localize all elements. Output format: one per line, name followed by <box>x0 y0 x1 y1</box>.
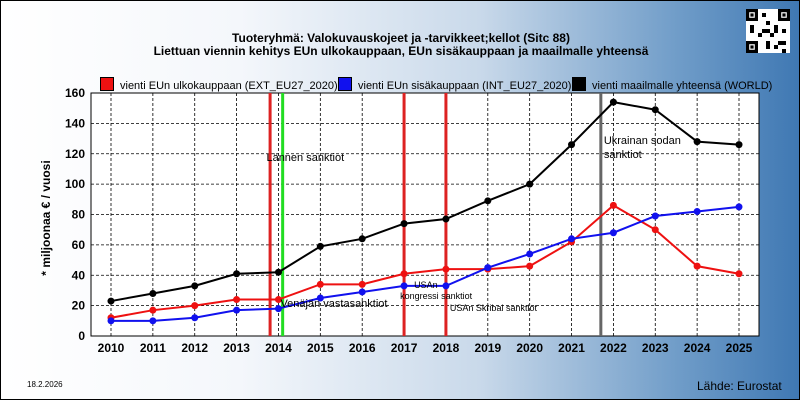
x-tick-label: 2012 <box>181 341 208 355</box>
data-point <box>191 314 199 322</box>
x-tick-label: 2011 <box>140 341 166 355</box>
x-tick-label: 2014 <box>265 341 292 355</box>
data-point <box>107 317 115 325</box>
data-point <box>526 262 534 270</box>
data-point <box>693 207 701 215</box>
data-point <box>274 305 282 313</box>
data-point <box>442 215 450 223</box>
data-point <box>442 265 450 273</box>
data-point <box>400 220 408 228</box>
data-point <box>358 235 366 243</box>
data-point <box>609 229 617 237</box>
x-tick-label: 2021 <box>558 341 585 355</box>
data-point <box>484 264 492 272</box>
legend-swatch-blue <box>338 77 352 91</box>
data-point <box>400 282 408 290</box>
date-stamp: 18.2.2026 <box>27 380 63 389</box>
data-point <box>735 141 743 149</box>
event-label: kongressi sanktiot <box>400 291 473 301</box>
legend-item-ext: vienti EUn ulkokauppaan (EXT_EU27_2020) <box>100 77 338 92</box>
data-point <box>149 306 157 314</box>
x-tick-label: 2025 <box>726 341 753 355</box>
event-label: Lännen sanktiot <box>266 152 344 164</box>
y-tick-label: 20 <box>72 299 86 313</box>
legend-swatch-red <box>100 77 114 91</box>
x-tick-label: 2022 <box>600 341 627 355</box>
y-tick-label: 0 <box>78 329 85 343</box>
event-label: USAn Skribal sanktiot <box>450 303 538 313</box>
x-tick-label: 2018 <box>433 341 460 355</box>
x-tick-label: 2010 <box>98 341 125 355</box>
data-point <box>568 141 576 149</box>
chart-subtitle: Liettuan viennin kehitys EUn ulkokauppaa… <box>153 44 649 58</box>
data-point <box>735 203 743 211</box>
x-tick-label: 2016 <box>349 341 376 355</box>
data-point <box>316 294 324 302</box>
x-tick-label: 2023 <box>642 341 669 355</box>
data-point <box>233 306 241 314</box>
x-tick-label: 2013 <box>223 341 250 355</box>
x-tick-label: 2015 <box>307 341 334 355</box>
y-tick-label: 80 <box>72 208 86 222</box>
x-tick-label: 2024 <box>684 341 711 355</box>
qr-code-icon <box>746 9 790 53</box>
data-point <box>609 201 617 209</box>
data-point <box>149 289 157 297</box>
chart-title: Tuoteryhmä: Valokuvauskojeet ja -tarvikk… <box>232 31 570 45</box>
data-point <box>651 106 659 114</box>
series-line-2 <box>110 101 740 303</box>
data-point <box>316 280 324 288</box>
x-tick-label: 2019 <box>474 341 501 355</box>
data-point <box>191 282 199 290</box>
data-point <box>568 235 576 243</box>
data-point <box>735 270 743 278</box>
data-point <box>693 262 701 270</box>
data-point <box>274 268 282 276</box>
data-point <box>651 226 659 234</box>
legend-label-world: vienti maailmalle yhteensä (WORLD) <box>592 80 773 92</box>
y-tick-label: 160 <box>65 86 85 100</box>
data-point <box>484 197 492 205</box>
legend-label-ext: vienti EUn ulkokauppaan (EXT_EU27_2020) <box>120 80 338 92</box>
y-tick-label: 100 <box>65 177 85 191</box>
legend-item-world: vienti maailmalle yhteensä (WORLD) <box>572 77 772 92</box>
y-tick-label: 60 <box>72 238 86 252</box>
legend-item-int: vienti EUn sisäkauppaan (INT_EU27_2020) <box>338 77 571 92</box>
data-point <box>107 297 115 305</box>
y-tick-label: 120 <box>65 147 85 161</box>
data-point <box>316 242 324 250</box>
data-point <box>233 270 241 278</box>
data-point <box>358 288 366 296</box>
annotation-label: Venäjän vastasanktiot <box>280 298 387 310</box>
legend-label-int: vienti EUn sisäkauppaan (INT_EU27_2020) <box>358 80 572 92</box>
event-label: sanktiot <box>604 149 642 161</box>
data-point <box>442 282 450 290</box>
series-line-0 <box>110 204 740 319</box>
data-point <box>693 138 701 146</box>
event-label: USAn <box>414 280 438 290</box>
y-tick-label: 40 <box>72 268 86 282</box>
data-point <box>526 180 534 188</box>
data-point <box>274 296 282 304</box>
source-note: Lähde: Eurostat <box>697 379 782 393</box>
data-point <box>149 317 157 325</box>
series-line-1 <box>111 205 740 322</box>
data-point <box>400 270 408 278</box>
x-tick-label: 2017 <box>391 341 418 355</box>
data-point <box>233 296 241 304</box>
legend-swatch-black <box>572 77 586 91</box>
y-tick-label: 140 <box>65 116 85 130</box>
event-label: Ukrainan sodan <box>604 135 681 147</box>
data-point <box>358 280 366 288</box>
x-tick-label: 2020 <box>516 341 543 355</box>
data-point <box>651 212 659 220</box>
data-point <box>191 302 199 310</box>
data-point <box>526 250 534 258</box>
data-point <box>609 98 617 106</box>
